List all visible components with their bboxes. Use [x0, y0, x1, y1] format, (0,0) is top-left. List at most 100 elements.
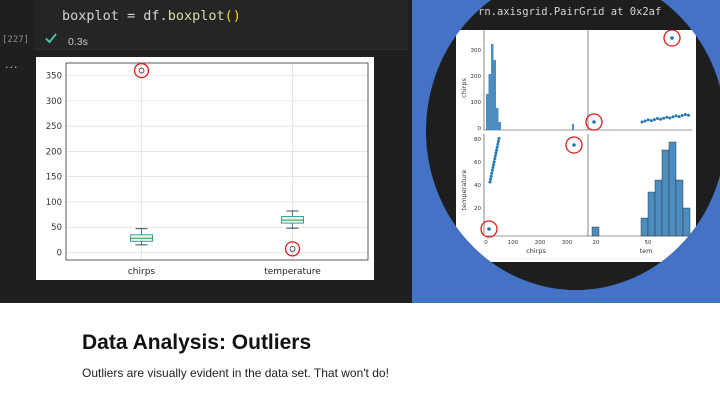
slide-title: Data Analysis: Outliers	[82, 331, 312, 354]
pairgrid-chart: chirps temperature 300 200 100 0	[456, 30, 696, 262]
boxplot-boxes	[130, 62, 304, 257]
boxplot-box-temperature	[281, 210, 304, 257]
scatter-point	[652, 118, 656, 122]
boxplot-outlier	[138, 67, 145, 74]
pairgrid-xlabel-chirps: chirps	[526, 247, 546, 255]
pairgrid-scatter-top-points	[592, 36, 690, 124]
scatter-point	[662, 116, 666, 120]
pairgrid-magnifier: rn.axisgrid.PairGrid at 0x2af chirps tem…	[426, 0, 720, 290]
pairgrid-output-text: rn.axisgrid.PairGrid at 0x2af	[478, 6, 662, 18]
scatter-point	[492, 163, 496, 167]
output-more-button[interactable]: ...	[5, 58, 19, 71]
scatter-ytick-40: 40	[474, 183, 481, 189]
boxplot-y-ticks: 0 50 100 150 200 250 300 350	[46, 72, 62, 259]
scatter-ytick-20: 20	[474, 206, 481, 212]
slide-subtitle: Outliers are visually evident in the dat…	[82, 366, 389, 380]
temp-xtick-50: 50	[645, 240, 652, 246]
boxplot-ytick-label: 150	[46, 173, 62, 183]
execution-count: [227]	[2, 35, 30, 45]
scatter-ytick-80: 80	[474, 137, 481, 143]
outlier-highlight-circle	[284, 241, 301, 257]
boxplot-box-chirps	[130, 62, 153, 246]
outlier-highlight-circle	[663, 30, 681, 47]
scatter-point	[646, 118, 650, 122]
check-icon	[45, 33, 57, 44]
hist-bar	[668, 141, 677, 237]
scatter-point	[649, 119, 653, 123]
hist-bar	[493, 60, 496, 130]
scatter-point	[656, 117, 659, 121]
scatter-point	[489, 174, 493, 178]
scatter-point	[680, 114, 684, 118]
boxplot-x-ticks: chirps temperature	[128, 267, 321, 277]
boxplot-plot-area	[65, 62, 369, 261]
outlier-highlight-circle	[565, 136, 583, 154]
scatter-point	[640, 120, 644, 124]
code-function: boxplot	[167, 8, 225, 24]
hist-bar	[591, 226, 600, 237]
execution-time: 0.3s	[68, 36, 88, 48]
hist-bar	[682, 207, 691, 237]
hist-bar	[675, 179, 684, 237]
scatter-xtick-100: 100	[508, 240, 519, 246]
scatter-ytick-60: 60	[474, 160, 481, 166]
scatter-point	[643, 119, 647, 123]
pairgrid-hist-chirps: 300 200 100 0	[471, 30, 588, 132]
boxplot-ytick-label: 200	[46, 147, 62, 157]
scatter-point	[683, 113, 687, 116]
scatter-point	[668, 116, 672, 120]
pairgrid-scatter-bottom-points	[487, 137, 576, 231]
scatter-point	[490, 171, 494, 175]
scatter-point	[659, 117, 663, 121]
boxplot-xtick-label: temperature	[264, 267, 321, 277]
scatter-outlier-point	[572, 143, 576, 147]
hist-bar	[647, 191, 656, 237]
scatter-point	[677, 115, 681, 119]
scatter-point	[665, 115, 669, 119]
scatter-point	[488, 180, 492, 184]
code-parens: ()	[224, 8, 241, 24]
boxplot-outlier	[289, 245, 296, 252]
hist-bar	[661, 149, 670, 237]
code-cell[interactable]: boxplot = df.boxplot()	[34, 0, 408, 50]
scatter-point	[687, 113, 690, 117]
scatter-outlier-point	[592, 120, 596, 124]
scatter-point	[492, 160, 496, 164]
scatter-point	[490, 168, 494, 172]
scatter-outlier-point	[670, 36, 674, 40]
pairgrid-hist-temperature: 20 50 tem	[587, 134, 692, 255]
boxplot-ytick-label: 0	[57, 248, 62, 258]
hist-ytick-200: 200	[471, 74, 482, 80]
code-line[interactable]: boxplot = df.boxplot()	[62, 8, 241, 24]
hist-ytick-0: 0	[478, 126, 482, 132]
code-variable: boxplot	[62, 8, 119, 24]
scatter-point	[496, 139, 500, 143]
scatter-point	[489, 177, 493, 181]
temp-xtick-20: 20	[593, 240, 600, 246]
pairgrid-scatter-top	[585, 30, 692, 131]
hist-bar	[572, 124, 574, 130]
pairgrid-xlabel-temperature: tem	[640, 247, 653, 255]
boxplot-ytick-label: 300	[46, 97, 62, 107]
pairgrid-ylabel-temperature: temperature	[460, 170, 468, 211]
hist-bar	[496, 108, 499, 130]
outlier-highlight-circle	[585, 113, 603, 131]
hist-ytick-300: 300	[471, 48, 482, 54]
pairgrid-scatter-bottom: 80 60 40 20 0 100 200 300 chirps	[474, 134, 588, 255]
hist-bar	[486, 94, 489, 130]
boxplot-chart: 0 50 100 150 200 250 300 350 chirps temperature	[36, 57, 374, 280]
boxplot-ytick-label: 100	[46, 198, 62, 208]
scatter-point	[496, 142, 500, 146]
hist-bar	[491, 44, 494, 130]
scatter-outlier-point	[487, 227, 491, 231]
scatter-point	[497, 137, 501, 140]
scatter-point	[495, 148, 499, 152]
hist-bar	[488, 74, 491, 130]
hist-bar	[640, 217, 649, 237]
pairgrid-panel: rn.axisgrid.PairGrid at 0x2af chirps tem…	[412, 0, 720, 303]
scatter-point	[671, 115, 675, 119]
boxplot-ytick-label: 350	[46, 72, 62, 82]
hist-bar	[498, 122, 501, 130]
outlier-highlight-circle	[133, 62, 150, 79]
